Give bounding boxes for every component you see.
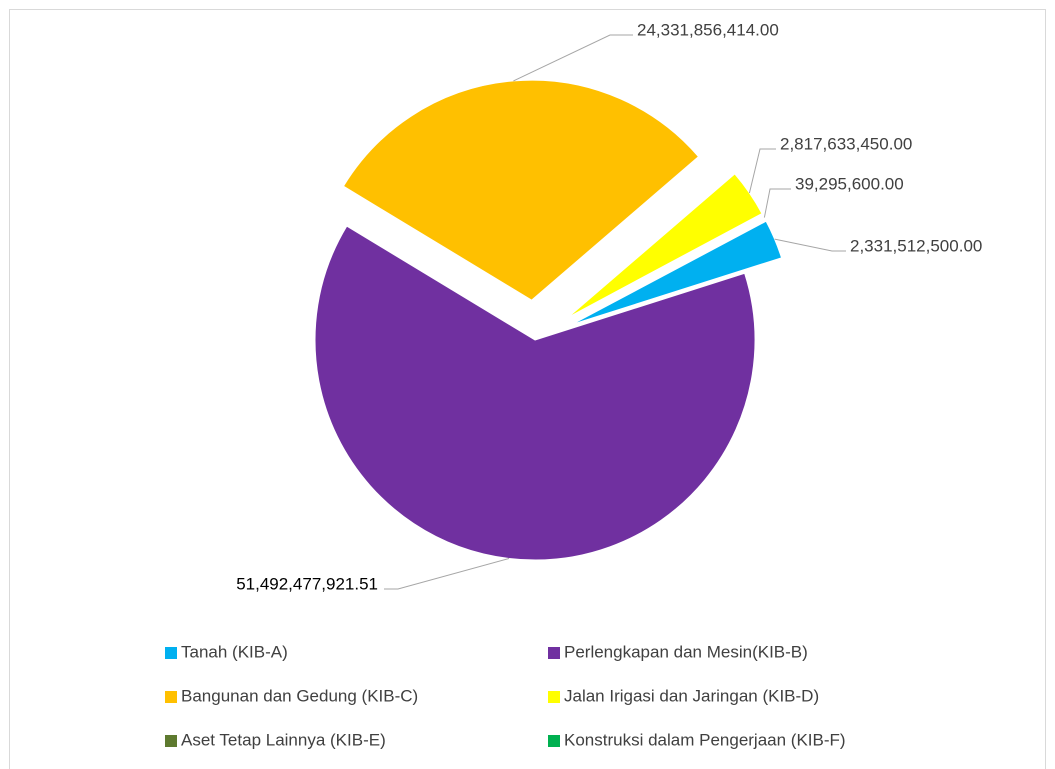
leader-line — [774, 238, 846, 252]
pie-slice — [571, 220, 783, 325]
legend-label: Bangunan dan Gedung (KIB-C) — [181, 686, 418, 705]
legend-label: Tanah (KIB-A) — [181, 642, 288, 661]
legend-swatch — [548, 735, 560, 747]
legend-swatch — [165, 647, 177, 659]
legend-label: Aset Tetap Lainnya (KIB-E) — [181, 730, 386, 749]
legend-swatch — [165, 691, 177, 703]
chart-frame — [9, 9, 1046, 769]
leader-line — [748, 148, 776, 194]
data-label: 24,331,856,414.00 — [637, 20, 779, 39]
data-label: 2,331,512,500.00 — [850, 236, 982, 255]
legend-swatch — [548, 647, 560, 659]
leader-line — [513, 34, 633, 82]
data-label: 51,492,477,921.51 — [236, 574, 378, 593]
legend-label: Konstruksi dalam Pengerjaan (KIB-F) — [564, 730, 846, 749]
leader-line — [763, 188, 791, 218]
legend-swatch — [548, 691, 560, 703]
pie-slice — [342, 79, 700, 301]
legend-label: Jalan Irigasi dan Jaringan (KIB-D) — [564, 686, 819, 705]
leader-line — [384, 557, 510, 590]
legend-swatch — [165, 735, 177, 747]
legend-label: Perlengkapan dan Mesin(KIB-B) — [564, 642, 808, 661]
pie-slice — [567, 173, 763, 318]
data-label: 39,295,600.00 — [795, 174, 904, 193]
data-label: 2,817,633,450.00 — [780, 134, 912, 153]
